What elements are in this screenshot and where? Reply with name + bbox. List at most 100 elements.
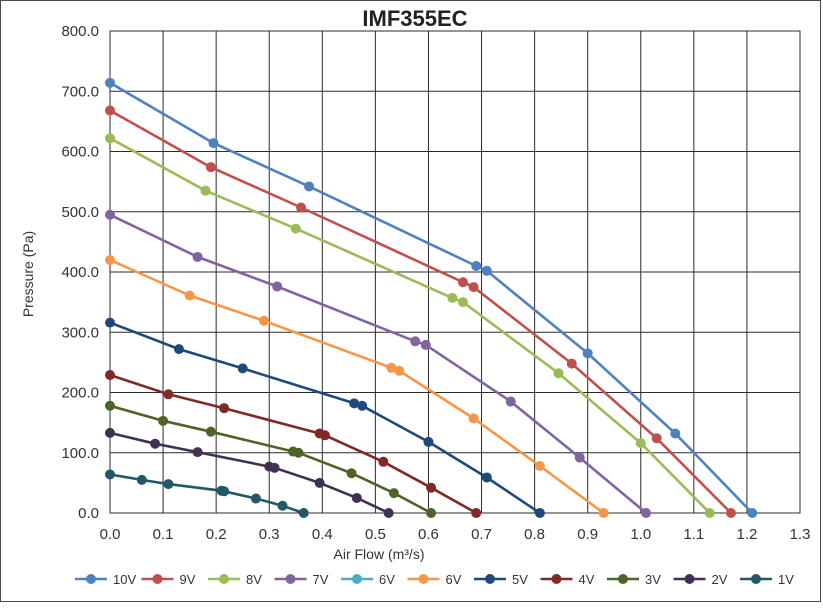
legend-marker-9v — [152, 574, 163, 584]
x-tick-label: 1.3 — [790, 526, 811, 543]
data-point-8v — [290, 223, 301, 234]
data-point-5v — [349, 398, 360, 409]
data-point-2v — [150, 438, 161, 449]
data-point-10v — [208, 138, 219, 149]
data-point-8v — [447, 292, 458, 303]
x-tick-label: 0.6 — [418, 526, 439, 543]
data-point-8v — [457, 297, 468, 308]
data-point-8v — [105, 133, 115, 144]
data-point-8v — [200, 185, 211, 196]
data-point-7v — [574, 452, 585, 463]
legend-label-3v: 3V — [645, 572, 661, 587]
data-point-4v — [163, 389, 174, 400]
data-point-6v — [105, 254, 115, 265]
data-point-4v — [471, 508, 482, 518]
data-point-4v — [426, 482, 437, 493]
x-tick-label: 0.7 — [471, 526, 492, 543]
data-point-9v — [105, 105, 115, 116]
data-point-6v — [184, 290, 195, 301]
x-tick-label: 0.5 — [365, 526, 386, 543]
data-point-4v — [219, 403, 230, 414]
x-tick-label: 1.1 — [683, 526, 704, 543]
data-point-9v — [468, 282, 479, 293]
data-point-7v — [272, 281, 283, 292]
data-point-1v — [298, 508, 309, 518]
data-point-3v — [388, 488, 399, 499]
legend-label-4v: 4V — [579, 572, 595, 587]
data-point-1v — [136, 474, 147, 485]
data-point-5v — [105, 317, 115, 328]
y-tick-label: 200.0 — [61, 385, 99, 402]
legend-label-2v: 2V — [712, 572, 728, 587]
legend-marker-3v — [618, 574, 628, 584]
data-point-7v — [641, 508, 652, 518]
data-point-1v — [163, 479, 174, 490]
data-point-6v — [386, 362, 397, 373]
y-tick-label: 800.0 — [61, 23, 99, 40]
data-point-9v — [651, 433, 662, 444]
gridlines — [109, 30, 801, 514]
legend-label-8v: 8V — [246, 572, 262, 587]
data-point-8v — [635, 438, 646, 449]
data-point-1v — [219, 486, 230, 497]
data-point-7v — [105, 209, 115, 220]
data-point-6v — [598, 508, 609, 518]
axes: 0.0 0.1 0.2 0.3 0.4 0.5 0.6 0.7 0.8 0.9 1.0 1.1 1.2 1… — [61, 23, 810, 543]
data-point-5v — [534, 508, 545, 518]
legend-marker-6v — [352, 574, 362, 584]
legend-marker-6v — [418, 574, 429, 584]
data-point-9v — [566, 358, 577, 369]
y-tick-label: 500.0 — [61, 204, 99, 221]
data-point-2v — [192, 447, 203, 458]
data-point-6v — [258, 315, 269, 326]
data-point-10v — [481, 265, 492, 276]
data-point-4v — [378, 456, 389, 467]
x-tick-label: 1.0 — [630, 526, 651, 543]
legend-label-7v: 7V — [313, 572, 329, 587]
data-point-8v — [704, 508, 715, 518]
legend-marker-8v — [219, 574, 229, 584]
legend-label-9v: 9V — [180, 572, 196, 587]
legend-marker-4v — [551, 574, 562, 584]
data-point-2v — [314, 477, 325, 488]
y-tick-label: 100.0 — [61, 445, 99, 462]
data-point-3v — [105, 400, 115, 411]
legend-label-6v: 6V — [379, 572, 395, 587]
data-point-1v — [250, 493, 261, 504]
data-point-6v — [394, 365, 405, 376]
legend-marker-1v — [751, 574, 761, 584]
x-tick-label: 0.1 — [153, 526, 174, 543]
y-tick-label: 700.0 — [61, 83, 99, 100]
data-point-4v — [105, 370, 115, 381]
data-point-7v — [192, 251, 203, 262]
data-point-7v — [505, 396, 516, 407]
data-point-3v — [158, 415, 169, 426]
data-point-5v — [174, 344, 184, 355]
legend-marker-5v — [485, 574, 495, 584]
data-point-3v — [293, 447, 304, 458]
data-point-8v — [553, 368, 564, 379]
legend-label-5v: 5V — [512, 572, 528, 587]
data-point-7v — [420, 339, 431, 350]
data-point-2v — [383, 508, 394, 518]
data-point-2v — [269, 462, 280, 473]
data-point-3v — [205, 426, 216, 437]
x-tick-label: 0.0 — [100, 526, 121, 543]
x-tick-label: 1.2 — [736, 526, 757, 543]
data-point-2v — [351, 492, 362, 503]
data-point-10v — [471, 260, 482, 271]
data-point-10v — [747, 508, 758, 518]
legend-label-10v: 10V — [113, 572, 136, 587]
x-tick-label: 0.3 — [259, 526, 280, 543]
data-point-5v — [423, 436, 434, 447]
data-point-6v — [468, 413, 479, 424]
series-line-7v — [109, 213, 647, 514]
data-point-7v — [410, 336, 421, 347]
y-tick-label: 600.0 — [61, 144, 99, 161]
data-point-6v — [534, 461, 545, 472]
data-point-10v — [105, 77, 115, 88]
data-point-9v — [296, 202, 307, 213]
data-point-2v — [105, 427, 115, 438]
